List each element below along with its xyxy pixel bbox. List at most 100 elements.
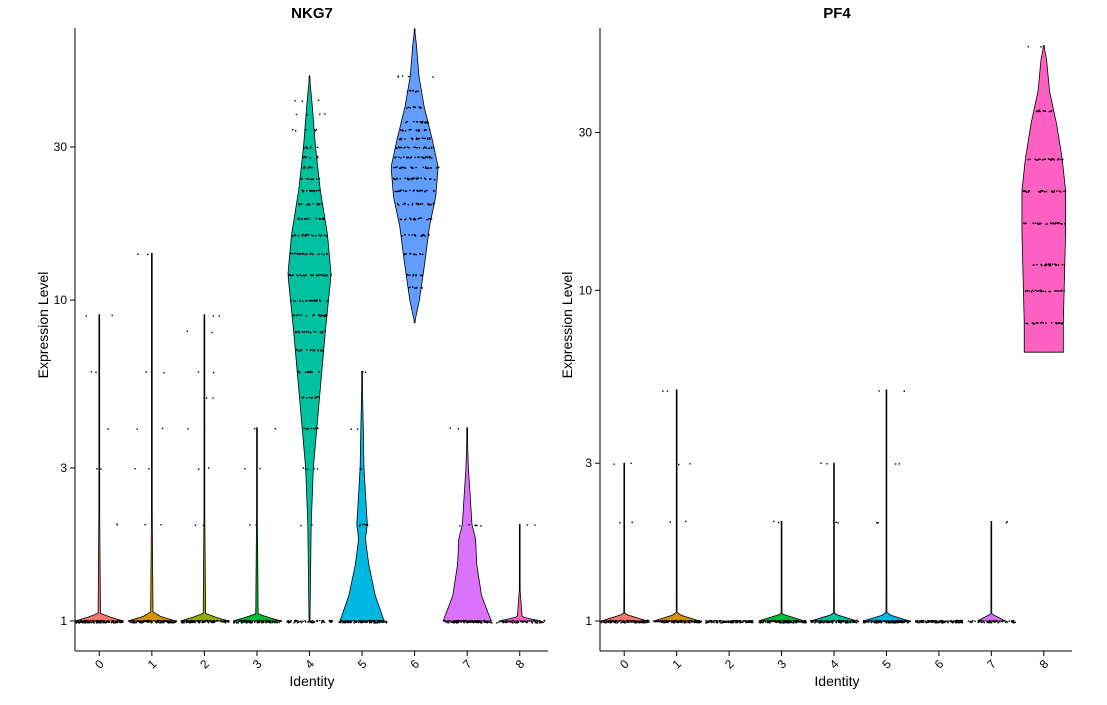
data-point: [300, 349, 303, 351]
data-point: [520, 620, 522, 622]
data-point: [311, 371, 314, 374]
data-point: [206, 621, 209, 623]
data-point: [303, 156, 306, 158]
data-point: [978, 621, 981, 623]
data-point: [159, 622, 161, 624]
data-point: [812, 621, 814, 623]
data-point: [1062, 158, 1064, 161]
data-point: [422, 147, 425, 150]
data-point: [298, 350, 301, 352]
data-point: [406, 120, 408, 123]
data-point: [311, 524, 313, 526]
data-point: [289, 252, 292, 255]
data-point: [453, 620, 455, 622]
data-point: [245, 620, 247, 622]
data-point: [259, 619, 261, 622]
data-point: [1060, 290, 1062, 292]
data-point: [299, 204, 301, 206]
data-point: [1045, 190, 1048, 193]
data-point: [321, 253, 323, 255]
data-point: [323, 315, 325, 317]
data-point: [168, 620, 170, 623]
data-point: [1048, 264, 1050, 267]
data-point: [683, 622, 685, 624]
data-point: [162, 621, 165, 623]
data-point: [350, 621, 352, 624]
data-point: [852, 621, 854, 623]
data-point: [119, 621, 121, 624]
data-point: [889, 621, 891, 623]
data-point: [239, 620, 242, 622]
data-point: [217, 620, 219, 622]
data-point: [605, 620, 608, 622]
data-point: [512, 619, 514, 622]
data-point: [309, 147, 312, 149]
data-point: [156, 621, 159, 623]
data-point: [322, 350, 324, 352]
data-point: [320, 331, 323, 334]
data-point: [922, 619, 924, 622]
data-point: [323, 274, 325, 276]
data-point: [385, 621, 387, 623]
data-point: [664, 619, 666, 622]
data-point: [417, 130, 419, 132]
data-point: [358, 620, 361, 622]
data-point: [324, 113, 326, 115]
data-point: [1058, 158, 1060, 160]
data-point: [330, 621, 332, 623]
data-point: [375, 620, 377, 622]
data-point: [172, 622, 174, 624]
data-point: [957, 620, 960, 622]
data-point: [663, 621, 666, 624]
data-point: [997, 621, 999, 623]
data-point: [369, 619, 371, 622]
data-point: [301, 253, 303, 255]
data-point: [633, 620, 635, 622]
data-point: [1050, 223, 1053, 225]
data-point: [898, 619, 900, 622]
data-point: [302, 234, 304, 236]
data-point: [364, 371, 367, 373]
data-point: [412, 106, 415, 108]
data-point: [1041, 190, 1044, 192]
data-point: [292, 314, 294, 317]
data-point: [664, 621, 667, 624]
data-point: [422, 234, 424, 236]
data-point: [143, 620, 145, 622]
data-point: [398, 204, 400, 206]
data-point: [134, 468, 136, 470]
data-point: [779, 622, 781, 624]
data-point: [165, 620, 167, 622]
data-point: [312, 202, 314, 205]
data-point: [326, 274, 329, 276]
data-point: [309, 190, 311, 192]
data-point: [469, 620, 471, 622]
data-point: [359, 620, 361, 623]
data-point: [414, 234, 416, 236]
data-point: [423, 234, 425, 236]
data-point: [1051, 190, 1054, 192]
data-point: [187, 620, 190, 622]
data-point: [289, 274, 292, 276]
data-point: [766, 620, 768, 622]
data-point: [286, 621, 288, 623]
data-point: [633, 621, 636, 623]
data-point: [425, 122, 427, 124]
data-point: [173, 622, 175, 624]
data-point: [291, 235, 294, 237]
data-point: [689, 463, 691, 465]
data-point: [305, 190, 308, 192]
data-point: [359, 468, 361, 470]
data-point: [814, 622, 816, 624]
data-point: [890, 621, 893, 623]
data-point: [318, 299, 321, 301]
data-point: [786, 621, 789, 623]
data-point: [414, 146, 416, 148]
data-point: [940, 620, 942, 622]
data-point: [412, 218, 415, 221]
data-point: [995, 620, 997, 623]
data-point: [399, 138, 402, 141]
data-point: [293, 314, 295, 316]
data-point: [901, 620, 903, 623]
